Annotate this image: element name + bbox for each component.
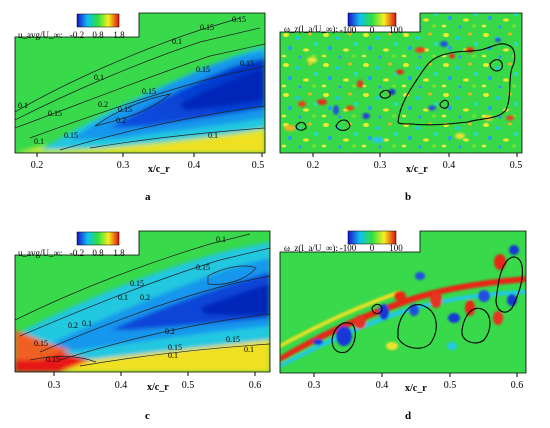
panel-d-colorbar-tick: 100: [389, 243, 403, 253]
contour-label: 0.1: [208, 131, 218, 140]
panel-c-contours: [15, 233, 270, 367]
panel-c-x-axis: 0.3 0.4 0.5 0.6 x/c_r: [48, 372, 262, 393]
x-tick-label: 0.3: [374, 160, 387, 171]
contour-label: 0.1: [216, 235, 226, 244]
panel-c-contour-labels: 0.1 0.15 0.15 0.1 0.2 0.2 0.15 0.2 0.1 0…: [34, 235, 254, 364]
contour-label: 0.15: [232, 15, 246, 24]
contour-label: 0.2: [165, 327, 175, 336]
x-tick-label: 0.4: [443, 160, 456, 171]
contour-label: 0.15: [200, 23, 214, 32]
x-axis-label: x/c_r: [406, 164, 428, 175]
contour-label: 0.1: [244, 345, 254, 354]
panel-d-x-axis: 0.3 0.4 0.5 0.6 x/c_r: [308, 373, 524, 394]
x-axis-label: x/c_r: [405, 383, 427, 394]
panel-d-caption: d: [405, 410, 411, 422]
contour-label: 0.15: [34, 339, 48, 348]
panel-c-colorbar-tick: 1.8: [113, 248, 125, 258]
contour-label: 0.1: [172, 37, 182, 46]
x-tick-label: 0.5: [182, 380, 195, 391]
contour-label: 0.2: [116, 116, 126, 125]
contour-label: 0.1: [18, 101, 28, 110]
panel-c-colorbar-tick: -0.2: [70, 248, 84, 258]
panel-a-x-axis: 0.2 0.3 0.4 0.5 x/c_r: [31, 153, 265, 175]
panel-a-colorbar-tick: 1.8: [113, 30, 125, 40]
panel-d-field: [280, 231, 526, 373]
contour-label: 0.2: [140, 293, 150, 302]
panel-d-colorbar-label: ω_z(l_a/U_∞):: [284, 243, 338, 253]
panel-a-contours: [15, 17, 265, 151]
panel-d-isolines: [331, 256, 523, 354]
contour-label: 0.2: [98, 100, 108, 109]
panel-a: 0.1 0.15 0.15 0.15 0.2 0.15 0.15 0.2 0.1…: [14, 12, 266, 203]
x-tick-label: 0.4: [115, 380, 128, 391]
panel-b: ω_z(l_a/U_∞): -100 0 100 0.2 0.3 0.4 0.5…: [279, 12, 523, 203]
panel-d-colorbar-tick: -100: [340, 243, 357, 253]
contour-label: 0.15: [168, 343, 182, 352]
panel-b-x-axis: 0.2 0.3 0.4 0.5 x/c_r: [307, 153, 523, 175]
contour-label: 0.15: [226, 335, 240, 344]
x-tick-label: 0.3: [117, 160, 130, 171]
x-tick-label: 0.5: [510, 160, 523, 171]
contour-label: 0.1: [168, 351, 178, 360]
panel-b-colorbar-tick: 100: [389, 25, 403, 35]
panel-a-frame: [14, 12, 266, 154]
panel-b-colorbar-tick: 0: [370, 25, 375, 35]
x-tick-label: 0.5: [444, 380, 457, 391]
contour-label: 0.1: [94, 73, 104, 82]
panel-b-caption: b: [405, 191, 411, 203]
contour-label: 0.15: [48, 109, 62, 118]
panel-b-field: [280, 13, 522, 153]
panel-a-field: 0.1 0.15 0.15 0.15 0.2 0.15 0.15 0.2 0.1…: [15, 13, 265, 153]
x-tick-label: 0.2: [31, 160, 44, 171]
contour-label: 0.15: [196, 65, 210, 74]
panel-d-colorbar: [347, 230, 397, 245]
panel-c-colorbar-tick: 0.8: [92, 248, 104, 258]
x-tick-label: 0.3: [48, 380, 61, 391]
panel-b-colorbar-tick: -100: [340, 25, 357, 35]
panel-c-colorbar: [76, 231, 120, 246]
x-tick-label: 0.4: [188, 160, 201, 171]
panel-a-contour-labels: 0.1 0.15 0.15 0.15 0.2 0.15 0.15 0.2 0.1…: [18, 15, 254, 146]
panel-a-colorbar: [76, 13, 120, 28]
panel-a-caption: a: [145, 191, 151, 203]
panel-a-colorbar-tick: -0.2: [70, 30, 84, 40]
x-tick-label: 0.4: [376, 380, 389, 391]
x-tick-label: 0.5: [252, 160, 265, 171]
panel-a-colorbar-tick: 0.8: [92, 30, 104, 40]
panel-b-colorbar: [347, 12, 397, 27]
x-tick-label: 0.6: [249, 380, 262, 391]
contour-label: 0.15: [118, 105, 132, 114]
contour-label: 0.15: [130, 279, 144, 288]
panel-c-caption: c: [145, 410, 150, 422]
x-tick-label: 0.2: [307, 160, 320, 171]
panel-c-colorbar-label: u_avg/U_∞:: [18, 248, 62, 258]
panel-d-colorbar-tick: 0: [370, 243, 375, 253]
panel-c: 0.1 0.15 0.15 0.1 0.2 0.2 0.15 0.2 0.1 0…: [14, 230, 271, 422]
x-tick-label: 0.6: [511, 380, 524, 391]
panel-d-frame: [279, 230, 527, 374]
contour-label: 0.15: [196, 263, 210, 272]
contour-label: 0.15: [46, 355, 60, 364]
contour-label: 0.1: [82, 319, 92, 328]
contour-label: 0.15: [142, 87, 156, 96]
contour-label: 0.2: [68, 321, 78, 330]
panel-d: ω_z(l_a/U_∞): -100 0 100 0.3 0.4 0.5 0.6…: [279, 230, 527, 422]
contour-label: 0.1: [34, 137, 44, 146]
panel-c-frame: [14, 230, 271, 373]
x-tick-label: 0.3: [308, 380, 321, 391]
panel-a-colorbar-label: u_avg/U_∞:: [18, 30, 62, 40]
panel-b-isolines: [295, 43, 516, 132]
x-axis-label: x/c_r: [147, 382, 169, 393]
panel-b-colorbar-label: ω_z(l_a/U_∞):: [284, 24, 338, 34]
contour-label: 0.15: [240, 59, 254, 68]
contour-label: 0.1: [118, 293, 128, 302]
panel-b-frame: [279, 12, 523, 154]
x-axis-label: x/c_r: [148, 164, 170, 175]
contour-label: 0.15: [64, 131, 78, 140]
